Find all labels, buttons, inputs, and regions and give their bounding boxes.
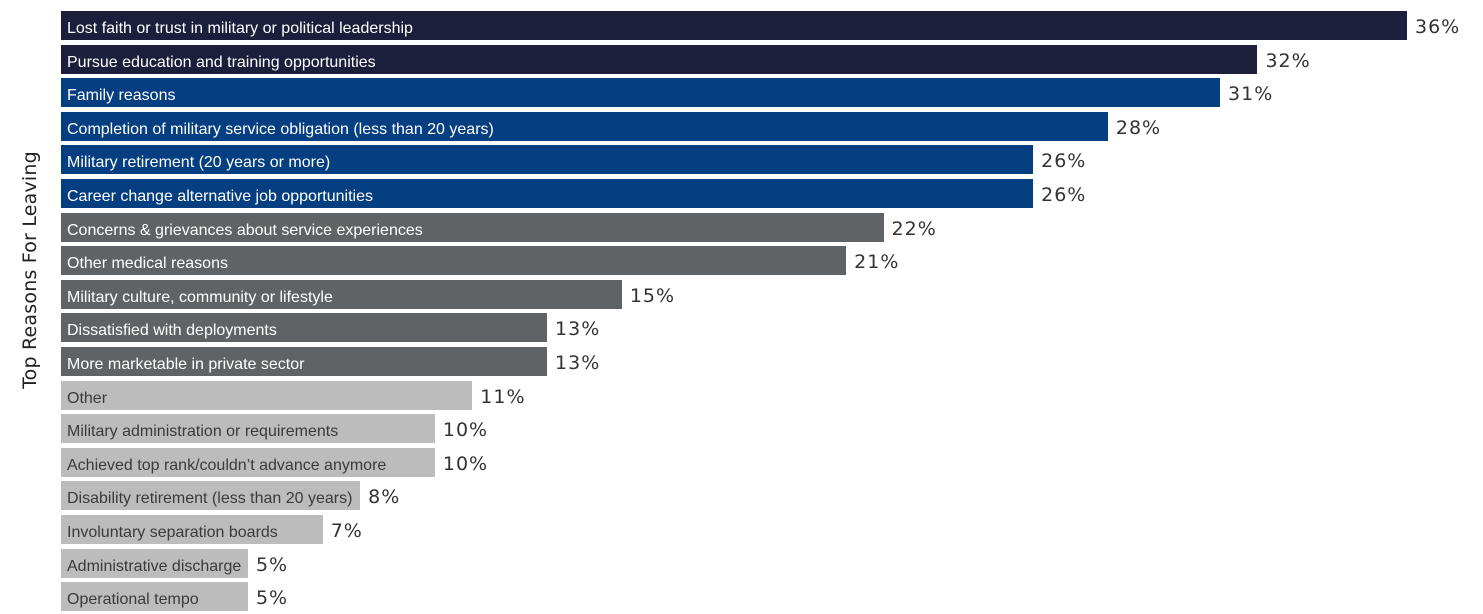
bar-value-label: 7% — [330, 520, 363, 542]
bar-value-label: 10% — [442, 453, 489, 475]
bar-category-label: Other medical reasons — [67, 255, 228, 272]
y-axis-label: Top Reasons For Leaving — [19, 151, 41, 389]
bar — [61, 313, 548, 342]
bar-category-label: Lost faith or trust in military or polit… — [67, 20, 413, 37]
bar — [61, 414, 435, 443]
bar — [61, 11, 1407, 40]
bar-category-label: Administrative discharge — [67, 558, 242, 575]
bar — [61, 280, 622, 309]
bar — [61, 145, 1034, 174]
bar-category-label: Concerns & grievances about service expe… — [67, 222, 423, 239]
bar-category-label: Pursue education and training opportunit… — [67, 54, 376, 71]
bar-value-label: 31% — [1228, 83, 1274, 105]
bar-category-label: Involuntary separation boards — [67, 524, 278, 541]
bar-value-label: 11% — [480, 386, 526, 408]
bar — [61, 45, 1258, 74]
bar — [61, 246, 847, 275]
bar-category-label: Military culture, community or lifestyle — [67, 289, 333, 306]
bar-value-label: 32% — [1265, 50, 1311, 72]
bar — [61, 112, 1108, 141]
bar-value-label: 8% — [368, 486, 401, 508]
bar-category-label: More marketable in private sector — [67, 356, 305, 373]
bar — [61, 381, 473, 410]
bar-value-label: 21% — [854, 251, 900, 273]
bar-value-label: 36% — [1415, 16, 1461, 38]
bar — [61, 515, 323, 544]
bar-value-label: 5% — [255, 587, 289, 609]
bar — [61, 78, 1221, 107]
bar-value-label: 28% — [1115, 117, 1162, 139]
bar-value-label: 10% — [442, 419, 489, 441]
bar-category-label: Career change alternative job opportunit… — [67, 188, 373, 205]
bar-category-label: Family reasons — [67, 87, 176, 104]
bar-category-label: Disability retirement (less than 20 year… — [67, 490, 353, 507]
bar-category-label: Operational tempo — [67, 591, 199, 608]
bar-value-label: 13% — [555, 318, 601, 340]
bar-value-label: 5% — [255, 554, 289, 576]
bar-category-label: Military administration or requirements — [67, 423, 339, 440]
bar — [61, 549, 248, 578]
bar — [61, 213, 884, 242]
bar-category-label: Completion of military service obligatio… — [67, 121, 494, 138]
bar-value-label: 26% — [1041, 150, 1087, 172]
bar-category-label: Dissatisfied with deployments — [67, 322, 277, 339]
bar-value-label: 26% — [1041, 184, 1087, 206]
bar — [61, 448, 435, 477]
bar-category-label: Other — [67, 390, 108, 407]
bar — [61, 179, 1034, 208]
bar — [61, 347, 548, 376]
bar-category-label: Achieved top rank/couldn’t advance anymo… — [67, 457, 387, 474]
bar — [61, 481, 361, 510]
bar-value-label: 22% — [891, 218, 937, 240]
bar-value-label: 13% — [555, 352, 601, 374]
bar-value-label: 15% — [629, 285, 676, 307]
bar — [61, 582, 248, 611]
bar-category-label: Military retirement (20 years or more) — [67, 154, 331, 171]
